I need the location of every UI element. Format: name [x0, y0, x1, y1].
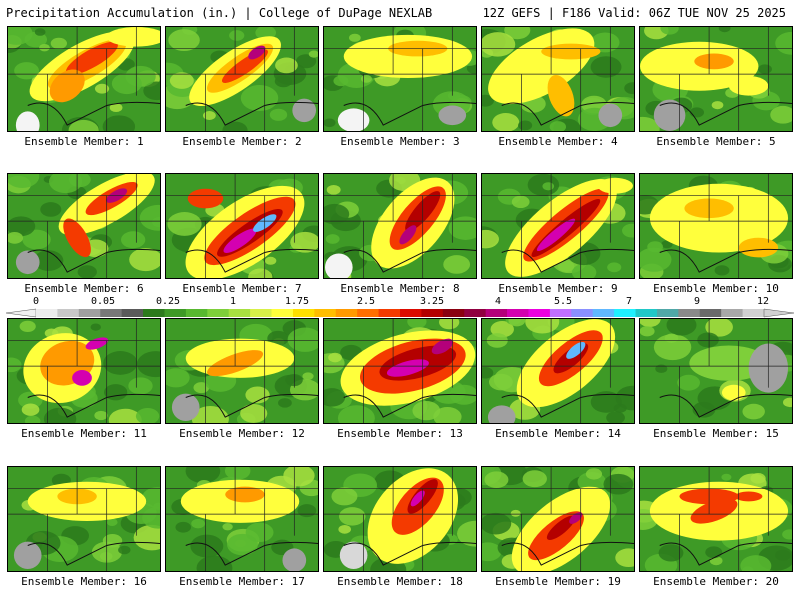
ensemble-member-map: [7, 173, 161, 279]
legend-color-swatch: [485, 309, 508, 317]
legend-max-arrow: [763, 308, 795, 318]
ensemble-member-label: Ensemble Member: 11: [21, 427, 147, 440]
legend-color-swatch: [721, 309, 744, 317]
ensemble-member-label: Ensemble Member: 7: [182, 282, 302, 295]
ensemble-member-label: Ensemble Member: 9: [498, 282, 618, 295]
legend-tick-label: 5.5: [553, 296, 573, 307]
ensemble-member-map: [323, 318, 477, 424]
ensemble-member-label: Ensemble Member: 1: [24, 135, 144, 148]
ensemble-member-map: [639, 466, 793, 572]
legend-color-swatch: [571, 309, 594, 317]
legend-color-swatch: [100, 309, 123, 317]
legend-color-swatch: [614, 309, 637, 317]
ensemble-member-map: [165, 26, 319, 132]
legend-color-swatch: [57, 309, 80, 317]
ensemble-member-map: [7, 26, 161, 132]
ensemble-member-map: [165, 173, 319, 279]
legend-color-swatch: [549, 309, 572, 317]
legend-color-swatch: [635, 309, 658, 317]
legend-tick-label: 12: [756, 296, 770, 307]
legend-color-swatch: [656, 309, 679, 317]
legend-color-swatch: [699, 309, 722, 317]
ensemble-member-map: [323, 26, 477, 132]
ensemble-member-label: Ensemble Member: 12: [179, 427, 305, 440]
color-legend-bar: [5, 308, 795, 318]
ensemble-member-map: [7, 466, 161, 572]
legend-color-swatch: [592, 309, 615, 317]
ensemble-member-map: [639, 173, 793, 279]
ensemble-member-label: Ensemble Member: 5: [656, 135, 776, 148]
ensemble-member-map: [639, 26, 793, 132]
legend-tick-label: 7: [625, 296, 633, 307]
ensemble-member-label: Ensemble Member: 2: [182, 135, 302, 148]
legend-color-swatch: [207, 309, 230, 317]
ensemble-member-map: [7, 318, 161, 424]
legend-tick-label: 0: [32, 296, 40, 307]
model-run-info: 12Z GEFS | F186 Valid: 06Z TUE NOV 25 20…: [482, 6, 786, 20]
legend-color-swatch: [678, 309, 701, 317]
legend-color-swatch: [143, 309, 165, 317]
legend-color-swatch: [335, 309, 358, 317]
legend-min-arrow: [5, 308, 37, 318]
ensemble-member-label: Ensemble Member: 18: [337, 575, 463, 588]
ensemble-member-map: [639, 318, 793, 424]
legend-color-swatch: [507, 309, 529, 317]
ensemble-member-label: Ensemble Member: 10: [653, 282, 779, 295]
legend-tick-label: 2.5: [356, 296, 376, 307]
ensemble-member-label: Ensemble Member: 6: [24, 282, 144, 295]
legend-tick-label: 9: [693, 296, 701, 307]
legend-color-swatch: [378, 309, 401, 317]
ensemble-member-map: [165, 318, 319, 424]
legend-tick-label: 0.05: [90, 296, 116, 307]
legend-color-swatch: [185, 309, 208, 317]
legend-tick-label: 4: [494, 296, 502, 307]
legend-color-swatch: [250, 309, 273, 317]
legend-color-swatch: [292, 309, 315, 317]
legend-color-swatch: [36, 309, 58, 317]
legend-color-swatch: [271, 309, 294, 317]
color-legend-ticks: 0 0.05 0.25 1 1.75 2.5 3.25 4 5.5 7 9 12: [0, 296, 800, 308]
legend-color-swatch: [742, 309, 765, 317]
legend-color-swatch: [228, 309, 251, 317]
ensemble-member-label: Ensemble Member: 20: [653, 575, 779, 588]
precip-color-legend: 0 0.05 0.25 1 1.75 2.5 3.25 4 5.5 7 9 12: [0, 296, 800, 320]
legend-color-swatch: [421, 309, 444, 317]
ensemble-member-map: [323, 173, 477, 279]
legend-color-swatch: [528, 309, 551, 317]
legend-tick-label: 1.75: [284, 296, 310, 307]
legend-tick-label: 1: [229, 296, 237, 307]
ensemble-member-map: [481, 466, 635, 572]
ensemble-member-label: Ensemble Member: 3: [340, 135, 460, 148]
ensemble-member-label: Ensemble Member: 15: [653, 427, 779, 440]
ensemble-member-label: Ensemble Member: 13: [337, 427, 463, 440]
legend-tick-label: 0.25: [155, 296, 181, 307]
legend-tick-label: 3.25: [419, 296, 445, 307]
ensemble-member-label: Ensemble Member: 17: [179, 575, 305, 588]
ensemble-member-map: [481, 173, 635, 279]
legend-color-swatch: [78, 309, 101, 317]
ensemble-member-map: [481, 318, 635, 424]
ensemble-member-label: Ensemble Member: 19: [495, 575, 621, 588]
ensemble-member-map: [323, 466, 477, 572]
header: Precipitation Accumulation (in.) | Colle…: [0, 0, 800, 22]
legend-color-swatch: [464, 309, 487, 317]
ensemble-member-map: [165, 466, 319, 572]
ensemble-member-map: [481, 26, 635, 132]
ensemble-member-label: Ensemble Member: 8: [340, 282, 460, 295]
legend-color-swatch: [357, 309, 380, 317]
legend-color-swatch: [121, 309, 144, 317]
ensemble-member-label: Ensemble Member: 14: [495, 427, 621, 440]
legend-color-swatch: [400, 309, 422, 317]
legend-color-swatch: [442, 309, 465, 317]
ensemble-member-label: Ensemble Member: 16: [21, 575, 147, 588]
legend-color-swatch: [164, 309, 187, 317]
map-title: Precipitation Accumulation (in.) | Colle…: [6, 6, 433, 20]
ensemble-member-label: Ensemble Member: 4: [498, 135, 618, 148]
legend-color-swatch: [314, 309, 337, 317]
